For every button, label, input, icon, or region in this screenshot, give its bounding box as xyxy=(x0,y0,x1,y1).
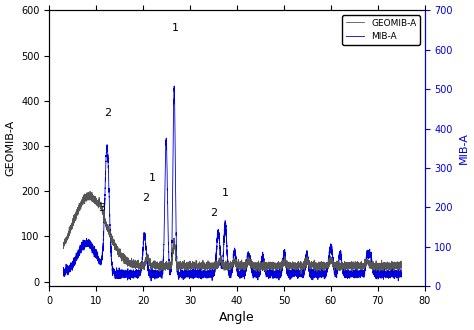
GEOMIB-A xyxy=(329,261,335,265)
MIB-A xyxy=(183,271,189,275)
GEOMIB-A xyxy=(87,189,93,193)
GEOMIB-A xyxy=(183,264,189,268)
Text: 1: 1 xyxy=(149,173,156,183)
GEOMIB-A xyxy=(398,263,404,267)
Text: 1: 1 xyxy=(172,23,179,33)
MIB-A xyxy=(61,270,66,274)
Text: 1: 1 xyxy=(222,188,229,198)
MIB-A xyxy=(261,254,266,258)
GEOMIB-A xyxy=(311,264,317,268)
Y-axis label: GEOMIB-A: GEOMIB-A xyxy=(6,120,16,177)
Text: 3: 3 xyxy=(99,203,105,213)
GEOMIB-A xyxy=(275,264,281,268)
Text: 2: 2 xyxy=(142,192,149,203)
Text: 2: 2 xyxy=(104,108,111,118)
GEOMIB-A xyxy=(61,243,66,247)
GEOMIB-A xyxy=(78,202,83,206)
MIB-A xyxy=(311,273,317,277)
MIB-A xyxy=(78,251,83,255)
MIB-A xyxy=(329,250,335,254)
MIB-A xyxy=(398,275,404,279)
Y-axis label: MIB-A: MIB-A xyxy=(458,132,468,164)
Line: MIB-A: MIB-A xyxy=(64,86,401,281)
X-axis label: Angle: Angle xyxy=(219,312,255,324)
GEOMIB-A xyxy=(261,265,266,269)
Text: 2: 2 xyxy=(210,208,217,218)
MIB-A xyxy=(171,84,177,88)
MIB-A xyxy=(148,279,154,283)
Line: GEOMIB-A: GEOMIB-A xyxy=(64,191,401,274)
MIB-A xyxy=(275,274,281,278)
GEOMIB-A xyxy=(298,272,304,276)
Legend: GEOMIB-A, MIB-A: GEOMIB-A, MIB-A xyxy=(342,15,420,45)
